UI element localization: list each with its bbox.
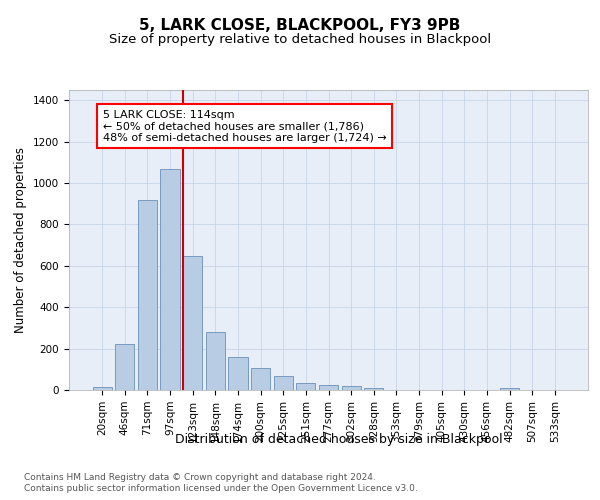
Text: Contains HM Land Registry data © Crown copyright and database right 2024.: Contains HM Land Registry data © Crown c… (24, 472, 376, 482)
Bar (319, 386, 338, 390)
Text: 5 LARK CLOSE: 114sqm
← 50% of detached houses are smaller (1,786)
48% of semi-de: 5 LARK CLOSE: 114sqm ← 50% of detached h… (103, 110, 386, 143)
Bar (251, 368, 270, 390)
Bar (341, 386, 361, 390)
Bar (274, 376, 293, 390)
Bar (138, 200, 157, 390)
Bar (364, 388, 383, 390)
Bar (160, 168, 180, 390)
Bar (296, 383, 316, 390)
Bar (183, 256, 202, 390)
Y-axis label: Number of detached properties: Number of detached properties (14, 147, 28, 333)
Bar (229, 357, 248, 390)
Text: Size of property relative to detached houses in Blackpool: Size of property relative to detached ho… (109, 32, 491, 46)
Text: 5, LARK CLOSE, BLACKPOOL, FY3 9PB: 5, LARK CLOSE, BLACKPOOL, FY3 9PB (139, 18, 461, 32)
Bar (115, 344, 134, 390)
Text: Distribution of detached houses by size in Blackpool: Distribution of detached houses by size … (175, 432, 503, 446)
Bar (206, 332, 225, 390)
Text: Contains public sector information licensed under the Open Government Licence v3: Contains public sector information licen… (24, 484, 418, 493)
Bar (500, 388, 519, 390)
Bar (92, 387, 112, 390)
